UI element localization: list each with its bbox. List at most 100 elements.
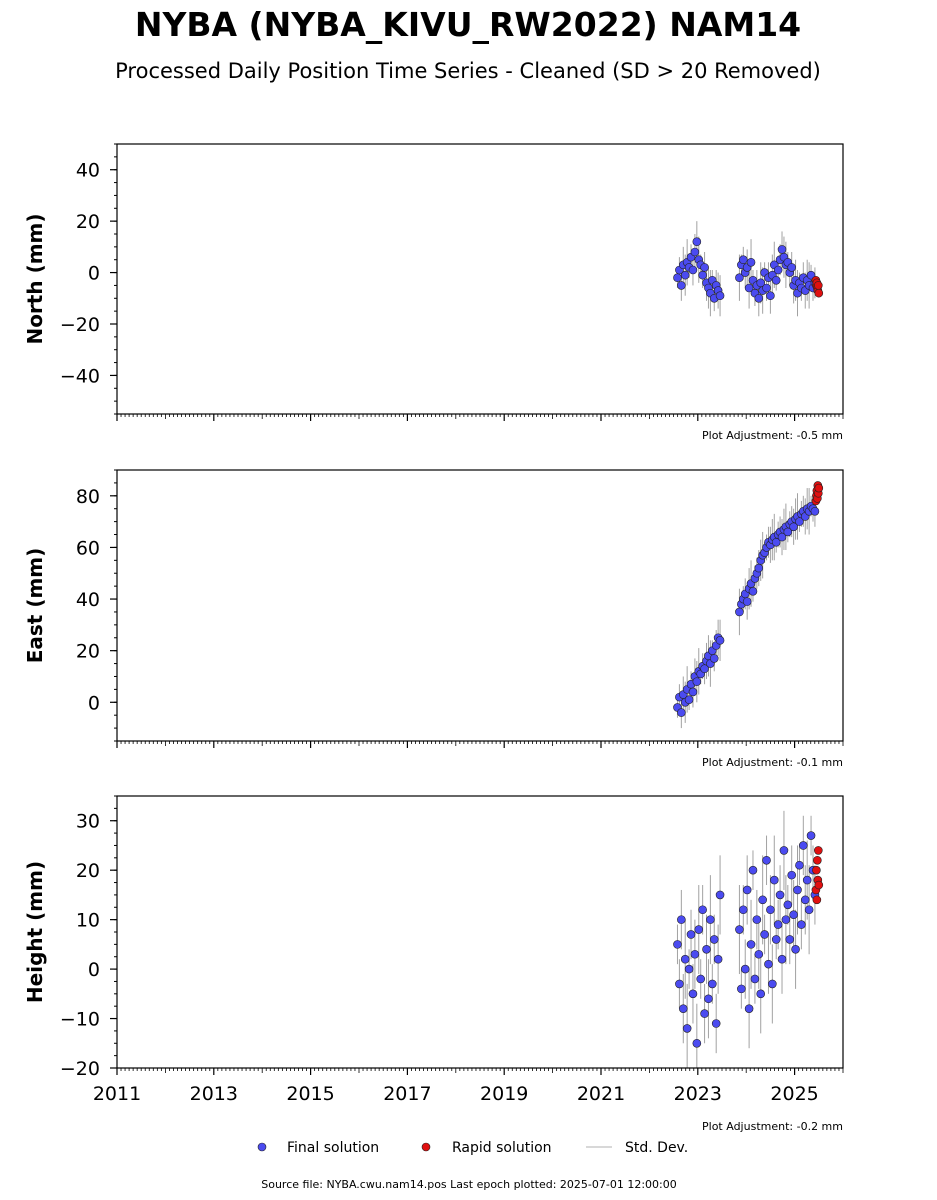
final-point — [715, 291, 725, 301]
stddev-bars-height — [676, 810, 816, 1068]
final-point — [756, 989, 766, 999]
final-points-north — [673, 237, 820, 303]
final-point — [802, 875, 812, 885]
final-point — [746, 940, 756, 949]
y-tick-label: −20 — [60, 314, 100, 336]
final-point — [775, 890, 785, 900]
final-point — [754, 949, 764, 959]
rapid-points-east — [811, 481, 824, 506]
y-tick-label: 40 — [76, 589, 100, 611]
y-tick-label: 30 — [76, 811, 100, 833]
final-point — [692, 1038, 702, 1048]
final-point — [675, 979, 684, 989]
y-tick-label: 0 — [88, 263, 100, 285]
final-point — [773, 265, 783, 275]
final-point — [680, 270, 690, 280]
x-tick-label: 2011 — [93, 1083, 141, 1105]
final-point — [711, 1019, 721, 1028]
final-point — [690, 949, 700, 959]
chart-subtitle: Processed Daily Position Time Series - C… — [115, 59, 821, 83]
final-point — [680, 954, 690, 964]
final-point — [740, 964, 750, 974]
final-point — [787, 263, 796, 272]
final-point — [783, 900, 793, 910]
final-point — [709, 654, 719, 663]
final-point — [785, 935, 795, 944]
footer-source: Source file: NYBA.cwu.nam14.pos Last epo… — [261, 1178, 677, 1191]
rapid-points-height — [811, 846, 824, 905]
final-point — [793, 885, 802, 895]
rapid-point — [814, 281, 823, 290]
final-point — [738, 905, 748, 915]
final-point — [800, 895, 810, 905]
final-point — [764, 959, 773, 969]
rapid-point — [814, 288, 824, 298]
plot-frame-east — [116, 469, 844, 742]
rapid-point — [812, 895, 822, 905]
rapid-points-north — [811, 275, 824, 298]
final-point — [744, 283, 754, 293]
x-tick-label: 2025 — [770, 1083, 818, 1105]
final-point — [682, 1024, 692, 1033]
final-point — [771, 275, 781, 285]
final-point — [738, 255, 748, 265]
final-point — [779, 846, 789, 855]
final-point — [773, 920, 783, 929]
final-point — [678, 1004, 688, 1013]
final-point — [762, 283, 771, 293]
final-point — [754, 563, 764, 573]
x-tick-label: 2015 — [286, 1083, 334, 1105]
final-point — [735, 925, 744, 934]
final-point — [677, 915, 686, 924]
y-tick-label: −20 — [60, 1058, 100, 1080]
final-point — [696, 974, 706, 984]
x-tick-label: 2019 — [480, 1083, 528, 1105]
legend-marker-final — [257, 1142, 267, 1152]
final-point — [795, 860, 804, 870]
final-point — [688, 265, 698, 275]
final-point — [797, 920, 806, 929]
final-point — [789, 910, 798, 919]
rapid-point — [814, 846, 823, 855]
final-point — [746, 257, 756, 267]
final-point — [706, 915, 715, 924]
y-tick-label: 80 — [76, 486, 100, 508]
final-point — [700, 263, 709, 272]
final-point — [704, 994, 713, 1004]
final-point — [754, 293, 764, 303]
legend-marker-rapid — [421, 1142, 431, 1152]
legend-label-rapid: Rapid solution — [452, 1140, 552, 1156]
final-point — [735, 607, 744, 617]
panels: 40 20 0 −20 −40 North (mm) Plot Adjustment: -0… — [23, 143, 844, 1133]
final-point — [688, 989, 698, 999]
legend: Final solution Rapid solution Std. Dev. — [257, 1140, 688, 1156]
final-point — [799, 841, 808, 850]
rapid-point — [814, 880, 824, 890]
y-tick-label: 20 — [76, 211, 100, 233]
final-point — [684, 695, 694, 705]
final-point — [713, 954, 723, 964]
final-point — [771, 935, 781, 944]
final-point — [686, 930, 696, 939]
y-axis-label-height: Height (mm) — [23, 861, 47, 1003]
rapid-point — [813, 855, 822, 865]
final-point — [762, 855, 771, 865]
y-tick-label: 0 — [88, 692, 100, 714]
final-point — [777, 245, 787, 254]
y-tick-label: −10 — [60, 1009, 100, 1031]
final-point — [769, 875, 779, 885]
x-tick-label: 2017 — [383, 1083, 431, 1105]
y-axis-label-north: North (mm) — [23, 213, 47, 344]
x-tick-label: 2021 — [577, 1083, 625, 1105]
panel-east: 80 60 40 20 0 East (mm) Plot Adjustment: -0.1 … — [23, 469, 844, 769]
final-point — [752, 915, 762, 924]
final-point — [760, 930, 769, 939]
final-point — [677, 281, 686, 290]
y-tick-label: 40 — [76, 160, 100, 182]
final-point — [688, 687, 698, 697]
final-point — [737, 984, 746, 994]
plot-adjustment-east: Plot Adjustment: -0.1 mm — [702, 756, 843, 769]
final-point — [709, 935, 719, 944]
x-tick-label: 2023 — [674, 1083, 722, 1105]
final-point — [748, 587, 758, 596]
